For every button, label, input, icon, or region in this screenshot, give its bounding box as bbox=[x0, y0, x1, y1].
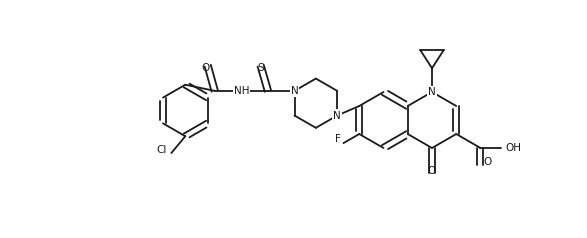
Text: OH: OH bbox=[505, 143, 521, 153]
Text: O: O bbox=[201, 63, 210, 73]
Text: N: N bbox=[428, 87, 436, 97]
Text: S: S bbox=[257, 63, 264, 73]
Text: N: N bbox=[291, 86, 298, 96]
Text: F: F bbox=[335, 134, 340, 144]
Text: Cl: Cl bbox=[156, 145, 166, 155]
Text: NH: NH bbox=[234, 86, 249, 96]
Text: O: O bbox=[428, 166, 436, 176]
Text: N: N bbox=[333, 110, 341, 120]
Text: O: O bbox=[484, 157, 492, 167]
